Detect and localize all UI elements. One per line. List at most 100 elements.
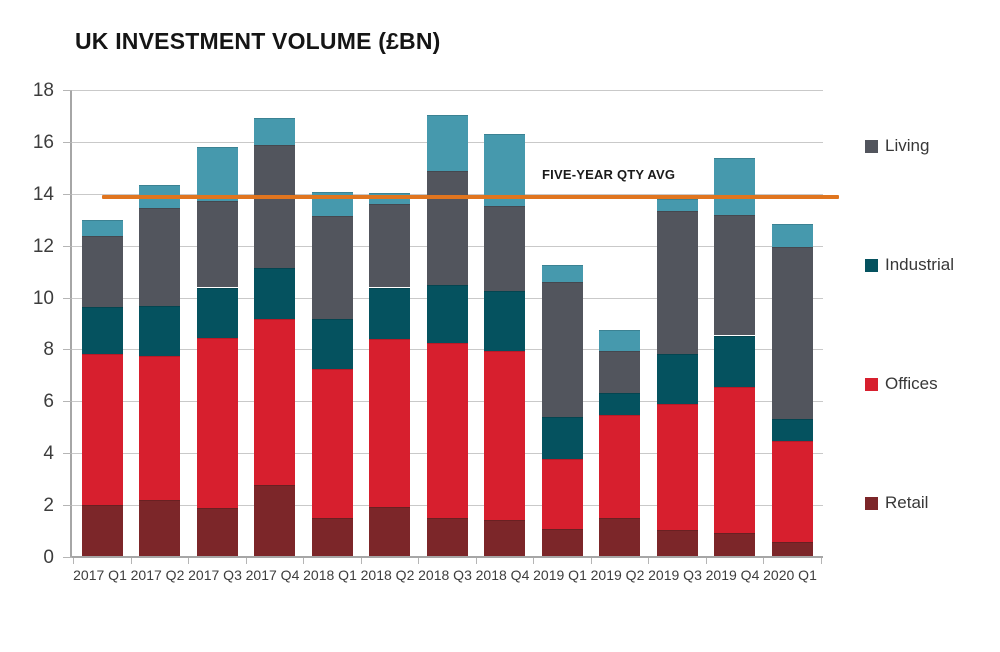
bar-segment-unlabeled: [541, 265, 583, 283]
x-axis-tick: [130, 558, 132, 564]
x-axis-tick: [73, 558, 75, 564]
y-axis-tick: [63, 141, 72, 143]
x-axis-tick-label: 2018 Q4: [475, 567, 530, 583]
bar-segment-offices: [484, 351, 525, 520]
y-axis-tick-label: 6: [43, 391, 54, 413]
bar-segment-offices: [369, 339, 410, 507]
y-axis-tick: [63, 453, 72, 455]
bar-segment-industrial: [369, 287, 410, 340]
bar-segment-retail: [714, 532, 755, 556]
y-axis-tick-label: 4: [43, 443, 54, 465]
legend-item-industrial: Industrial: [865, 255, 954, 275]
x-axis-tick: [705, 558, 707, 564]
legend-label: Retail: [885, 493, 929, 512]
y-axis-tick: [63, 90, 72, 91]
gridline: [72, 90, 823, 91]
y-axis-tick-label: 2: [43, 495, 54, 517]
bar-segment-unlabeled: [254, 117, 295, 145]
bar-segment-industrial: [714, 335, 755, 388]
bar-segment-offices: [771, 440, 813, 542]
bar-segment-retail: [81, 505, 123, 556]
y-axis-tick-label: 10: [32, 287, 54, 309]
x-axis-tick-label: 2019 Q2: [590, 567, 645, 583]
y-axis-tick: [63, 401, 72, 403]
bar-segment-offices: [139, 356, 180, 501]
y-axis-tick: [63, 193, 72, 195]
plot-area: FIVE-YEAR QTY AVG: [63, 90, 839, 564]
bar-segment-offices: [81, 353, 123, 506]
bar-segment-industrial: [656, 353, 698, 405]
bar-segment-offices: [196, 338, 238, 509]
bar-segment-offices: [254, 318, 295, 485]
bar-segment-retail: [139, 500, 180, 556]
bar-segment-living: [311, 216, 353, 319]
bar-segment-industrial: [599, 392, 640, 415]
bar-segment-retail: [426, 518, 468, 556]
bar-segment-retail: [369, 506, 410, 556]
x-axis-tick-label: 2017 Q4: [245, 567, 300, 583]
bar-segment-industrial: [541, 417, 583, 459]
x-axis-tick-label: 2018 Q3: [418, 567, 472, 583]
x-axis-tick: [590, 558, 592, 564]
bar-segment-retail: [771, 541, 813, 556]
x-axis-tick: [820, 558, 822, 564]
bar-segment-unlabeled: [426, 114, 468, 171]
bar-segment-living: [541, 282, 583, 418]
bar-segment-industrial: [81, 306, 123, 354]
bar-segment-offices: [311, 369, 353, 519]
x-axis-tick: [648, 558, 650, 564]
bar-segment-offices: [541, 458, 583, 529]
bar-segment-offices: [656, 404, 698, 531]
bar-segment-unlabeled: [484, 134, 525, 206]
y-axis-tick-label: 16: [32, 131, 54, 153]
y-axis-tick-label: 18: [32, 80, 54, 101]
bar-segment-retail: [254, 484, 295, 556]
bar-segment-retail: [311, 518, 353, 556]
bar-segment-industrial: [254, 268, 295, 319]
legend-label: Living: [885, 136, 930, 155]
bar-segment-industrial: [311, 318, 353, 370]
legend-label: Industrial: [885, 255, 954, 274]
x-axis-tick-label: 2019 Q1: [533, 567, 587, 583]
chart-title: UK INVESTMENT VOLUME (£BN): [75, 28, 441, 54]
x-axis-tick: [418, 558, 420, 564]
bar-segment-living: [426, 170, 468, 285]
legend-item-offices: Offices: [865, 374, 938, 394]
bar-segment-retail: [599, 518, 640, 556]
five-year-average-line: [102, 195, 839, 200]
x-axis-tick-label: 2017 Q1: [73, 567, 127, 583]
bar-segment-unlabeled: [599, 330, 640, 352]
legend-label: Offices: [885, 374, 938, 393]
x-axis-tick: [763, 558, 765, 564]
bar-segment-living: [196, 200, 238, 288]
x-axis-tick: [188, 558, 190, 564]
x-axis-tick: [475, 558, 477, 564]
bar-segment-industrial: [196, 287, 238, 339]
bar-segment-unlabeled: [714, 157, 755, 215]
y-axis-tick: [63, 557, 72, 558]
avg-line-label: FIVE-YEAR QTY AVG: [542, 167, 676, 182]
x-axis-tick-label: 2018 Q2: [360, 567, 415, 583]
legend-item-living: Living: [865, 136, 929, 156]
y-axis-tick-label: 12: [32, 235, 54, 257]
bar-segment-unlabeled: [771, 223, 813, 248]
x-axis-tick: [245, 558, 247, 564]
y-axis-tick: [63, 297, 72, 299]
x-axis-tick-label: 2017 Q3: [188, 567, 242, 583]
y-axis-tick: [63, 245, 72, 247]
y-axis-tick-label: 14: [32, 183, 54, 205]
bar-segment-living: [484, 205, 525, 292]
bar-segment-retail: [541, 528, 583, 556]
x-axis-tick: [303, 558, 305, 564]
y-axis-tick-label: 0: [43, 547, 54, 568]
bar-segment-unlabeled: [656, 199, 698, 211]
bar-segment-living: [599, 351, 640, 393]
bar-segment-industrial: [426, 284, 468, 344]
bar-segment-unlabeled: [196, 147, 238, 201]
x-axis-tick-label: 2019 Q4: [705, 567, 760, 583]
bar-segment-living: [139, 208, 180, 306]
x-axis-tick: [360, 558, 362, 564]
x-axis-tick-label: 2020 Q1: [763, 567, 817, 583]
legend-item-retail: Retail: [865, 493, 928, 513]
bar-segment-living: [656, 210, 698, 354]
